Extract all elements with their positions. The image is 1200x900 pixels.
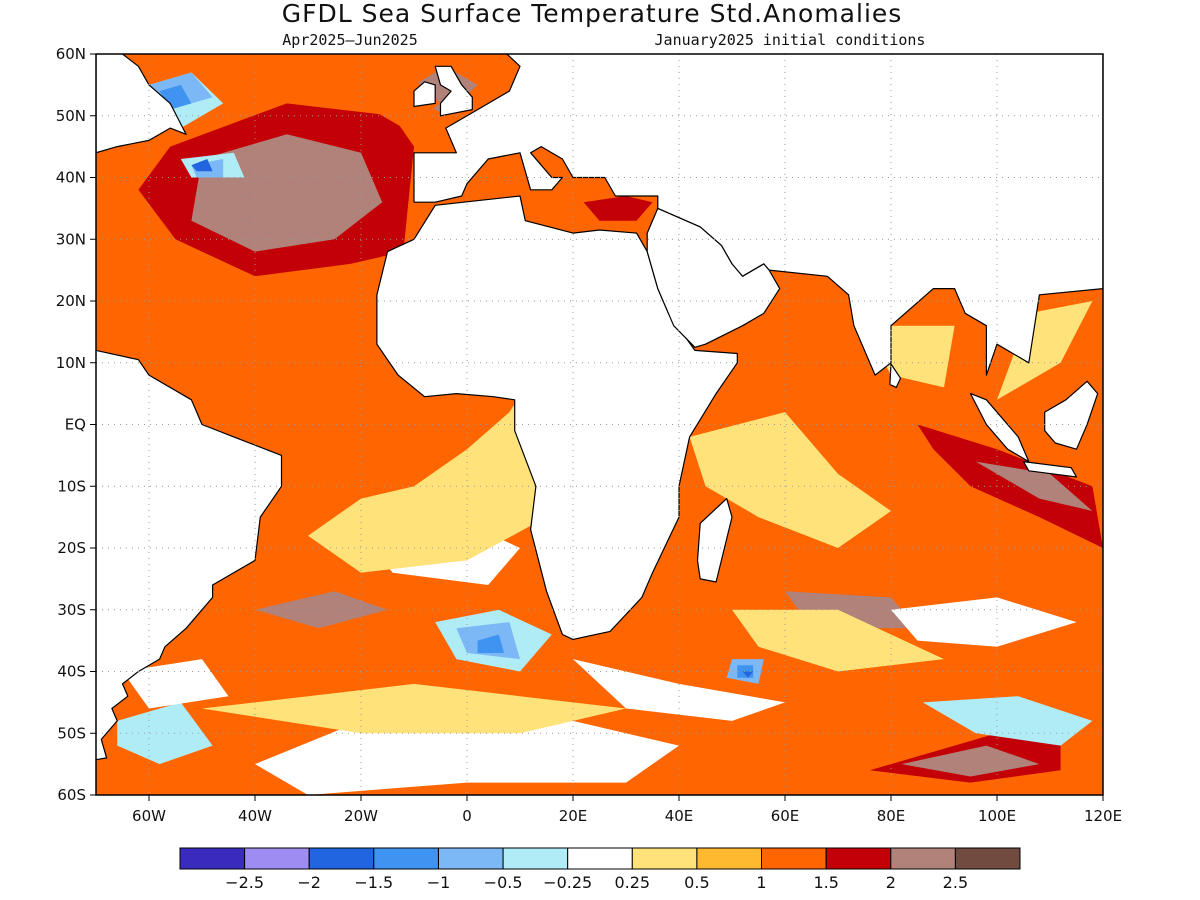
colorbar-box	[438, 847, 504, 870]
lon-tick-label: 60E	[771, 807, 800, 825]
anomaly-region	[255, 591, 388, 629]
lat-tick-label: 40S	[57, 663, 86, 681]
lon-tick-label: 40E	[665, 807, 694, 825]
lon-tick-label: 40W	[238, 807, 272, 825]
anomaly-region	[403, 66, 478, 116]
lat-tick-label: 20S	[57, 539, 86, 557]
colorbar-box	[761, 847, 827, 870]
colorbar-label: 1.5	[813, 873, 838, 892]
colorbar-label: −2.5	[225, 873, 264, 892]
anomaly-region	[583, 196, 653, 221]
anomaly-region	[477, 634, 505, 653]
colorbar-label: −1	[427, 873, 451, 892]
anomaly-region	[191, 159, 213, 172]
lat-tick-label: 10N	[56, 354, 86, 372]
lat-tick-label: EQ	[65, 416, 86, 434]
lat-tick-label: 30N	[56, 230, 86, 248]
lat-tick-label: 30S	[57, 601, 86, 619]
colorbar-box	[696, 847, 763, 870]
anomaly-region	[901, 745, 1040, 777]
anomaly-region	[997, 301, 1093, 400]
colorbar-box	[502, 847, 569, 870]
colorbar-label: 2	[886, 873, 896, 892]
map-subtitle-left: Apr2025–Jun2025	[282, 31, 417, 49]
lon-tick-label: 100E	[978, 807, 1016, 825]
colorbar-label: −1.5	[354, 873, 393, 892]
anomaly-region	[689, 412, 891, 548]
north-america-landmass	[96, 54, 187, 154]
land-layer	[96, 54, 1103, 761]
lon-tick-label: 80E	[877, 807, 906, 825]
lat-tick-label: 20N	[56, 292, 86, 310]
anomaly-region	[202, 683, 626, 734]
indonesia-landmass	[969, 393, 1030, 463]
lon-tick-label: 60W	[132, 807, 166, 825]
colorbar-label: 0.5	[684, 873, 709, 892]
lon-tick-label: 20W	[344, 807, 378, 825]
lat-tick-label: 10S	[57, 477, 86, 495]
lat-tick-label: 50S	[57, 724, 86, 742]
lat-tick-label: 60N	[56, 45, 86, 63]
sri-lanka-landmass	[889, 363, 902, 388]
colorbar-label: −0.5	[484, 873, 523, 892]
anomaly-region	[917, 424, 1103, 548]
anomaly-region	[732, 609, 944, 672]
south-america-landmass	[96, 349, 283, 761]
colorbar: −2.5 −2 −1.5 −1 −0.5 −0.25 0.25 0.5 1 1.5 2 2.5	[179, 847, 1021, 892]
colorbar-label: −0.25	[543, 873, 592, 892]
lon-tick-label: 20E	[559, 807, 588, 825]
colorbar-label: 2.5	[943, 873, 968, 892]
colorbar-box	[890, 847, 956, 870]
colorbar-box	[308, 847, 375, 870]
arabia-landmass	[646, 207, 781, 348]
colorbar-box	[244, 847, 310, 870]
anomaly-region	[975, 461, 1093, 511]
colorbar-box	[631, 847, 698, 870]
anomaly-region	[891, 597, 1077, 647]
lon-tick-label: 0	[462, 807, 472, 825]
lat-tick-label: 40N	[56, 169, 86, 187]
lat-tick-label: 60S	[57, 786, 86, 804]
java-landmass	[1022, 461, 1078, 478]
map-subtitle-right: January2025 initial conditions	[655, 31, 926, 49]
lon-tick-label: 120E	[1084, 807, 1122, 825]
anomaly-region	[742, 671, 754, 678]
colorbar-label: −2	[297, 873, 321, 892]
lat-axis: 60N 50N 40N 30N 20N 10N EQ 10S 20S 30S 40S 50S 60S	[56, 45, 96, 804]
anomaly-region	[255, 720, 679, 795]
map-title: GFDL Sea Surface Temperature Std.Anomali…	[282, 0, 903, 28]
anomaly-region	[117, 702, 213, 765]
ireland-landmass	[413, 81, 436, 108]
madagascar-landmass	[696, 498, 733, 583]
lat-tick-label: 50N	[56, 107, 86, 125]
colorbar-box	[567, 847, 633, 870]
colorbar-box	[179, 847, 246, 870]
borneo-landmass	[1044, 380, 1099, 450]
colorbar-label: 0.25	[614, 873, 650, 892]
anomaly-region	[785, 276, 838, 363]
anomaly-layer	[96, 66, 1103, 795]
britain-landmass	[434, 65, 473, 117]
anomaly-region	[191, 134, 383, 252]
colorbar-box	[954, 847, 1021, 870]
map-area	[96, 54, 1103, 795]
lon-axis: 60W 40W 20W 0 20E 40E 60E 80E 100E 120E	[132, 795, 1122, 825]
colorbar-box	[825, 847, 892, 870]
colorbar-label: 1	[756, 873, 766, 892]
colorbar-box	[373, 847, 439, 870]
